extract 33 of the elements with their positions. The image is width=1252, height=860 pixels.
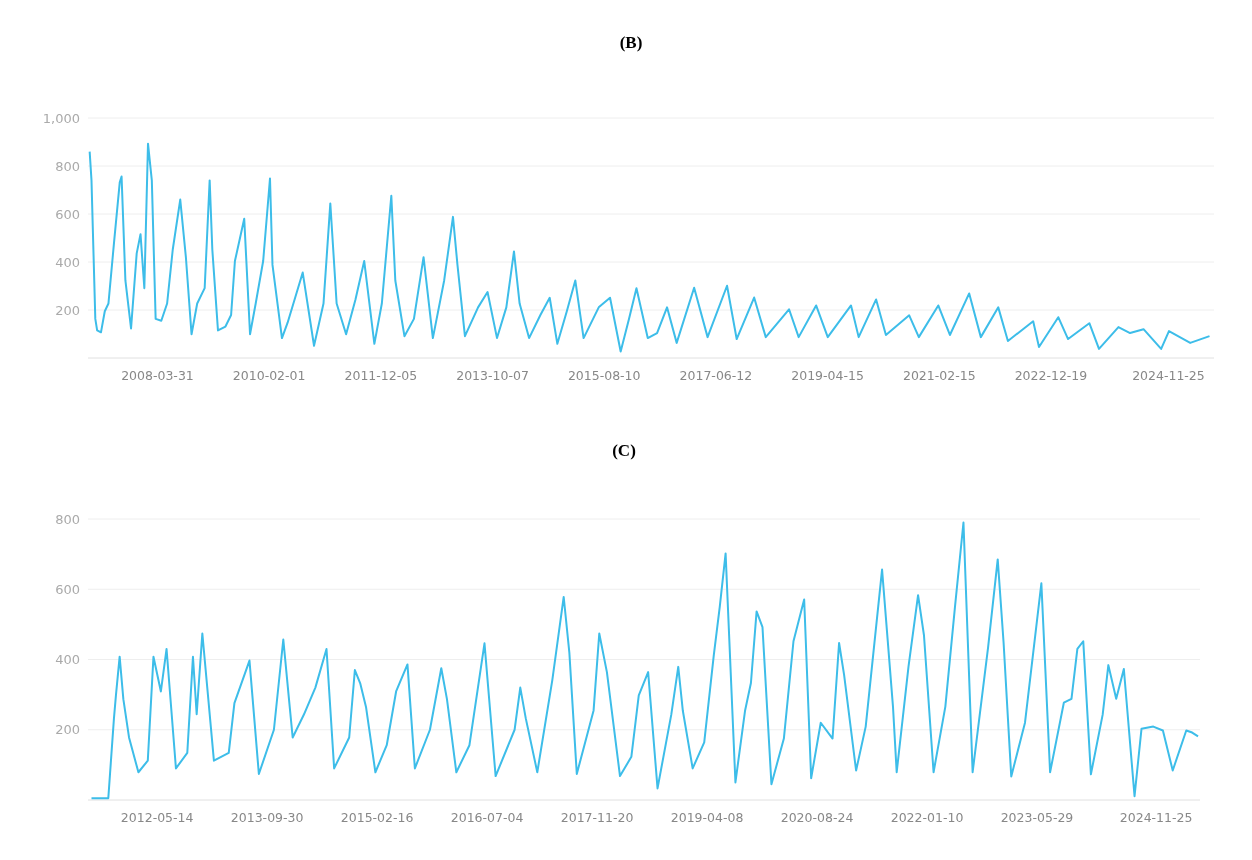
x-tick-label: 2012-05-14 [120,810,194,825]
x-tick-label: 2010-02-01 [232,368,306,383]
x-tick-label: 2021-02-15 [902,368,976,383]
x-tick-label: 2016-07-04 [450,810,524,825]
chart-title: (C) [612,441,636,460]
x-tick-label: 2008-03-31 [121,368,194,383]
y-tick-label: 200 [55,302,80,318]
y-tick-label: 1,000 [42,110,80,126]
y-tick-label: 600 [55,206,80,222]
x-tick-label: 2024-11-25 [1132,368,1205,383]
y-tick-label: 200 [55,722,80,738]
y-tick-label: 400 [55,254,80,270]
x-tick-label: 2013-09-30 [230,810,304,825]
y-tick-label: 800 [55,158,80,174]
x-tick-label: 2023-05-29 [1000,810,1074,825]
x-tick-label: 2022-01-10 [890,810,964,825]
y-tick-label: 600 [55,581,80,597]
x-tick-label: 2019-04-08 [670,810,744,825]
x-tick-label: 2022-12-19 [1014,368,1088,383]
chart-title: (B) [619,33,643,52]
line-series [90,521,1200,800]
x-tick-label: 2011-12-05 [344,368,418,383]
y-tick-label: 400 [55,652,80,668]
x-tick-label: 2019-04-15 [791,368,864,383]
x-tick-label: 2017-06-12 [679,368,753,383]
y-tick-label: 800 [55,511,80,527]
x-tick-label: 2015-08-10 [567,368,641,383]
x-tick-label: 2020-08-24 [780,810,854,825]
line-series [88,142,1211,353]
x-tick-label: 2013-10-07 [456,368,529,383]
x-tick-label: 2024-11-25 [1119,810,1193,825]
x-tick-label: 2015-02-16 [340,810,414,825]
x-tick-label: 2017-11-20 [560,810,634,825]
